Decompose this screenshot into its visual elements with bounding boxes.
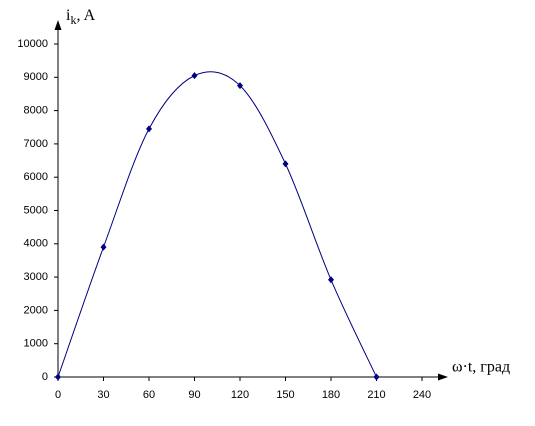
y-tick-label: 1000 bbox=[24, 338, 48, 350]
x-tick-label: 150 bbox=[276, 389, 294, 401]
x-tick-label: 210 bbox=[367, 389, 385, 401]
point bbox=[191, 72, 198, 80]
point bbox=[282, 160, 289, 168]
y-tick-label: 2000 bbox=[24, 304, 48, 316]
y-tick-label: 5000 bbox=[24, 204, 48, 216]
y-tick-label: 4000 bbox=[24, 238, 48, 250]
y-tick-label: 3000 bbox=[24, 271, 48, 283]
point bbox=[55, 373, 61, 381]
point bbox=[237, 82, 243, 90]
x-axis-label: ω·t, град bbox=[452, 359, 510, 376]
y-tick-label: 7000 bbox=[24, 138, 48, 150]
y-label-base: i bbox=[66, 7, 71, 24]
x-tick-label: 120 bbox=[231, 389, 249, 401]
point bbox=[328, 276, 334, 284]
x-tick-label: 240 bbox=[413, 389, 431, 401]
y-tick-label: 6000 bbox=[24, 171, 48, 183]
y-tick-label: 9000 bbox=[24, 71, 48, 83]
y-label-suffix: , A bbox=[76, 7, 95, 24]
y-axis-arrow bbox=[54, 20, 62, 30]
point bbox=[100, 243, 107, 251]
point bbox=[146, 125, 152, 133]
x-tick-label: 0 bbox=[55, 389, 61, 401]
y-label-subscript: k bbox=[70, 13, 76, 27]
y-tick-label: 8000 bbox=[24, 105, 48, 117]
line bbox=[57, 71, 377, 378]
x-tick-label: 30 bbox=[97, 389, 109, 401]
point bbox=[373, 373, 380, 381]
x-tick-label: 60 bbox=[143, 389, 155, 401]
x-tick-label: 90 bbox=[188, 389, 200, 401]
x-axis-arrow bbox=[438, 373, 448, 381]
x-tick-label: 180 bbox=[322, 389, 340, 401]
y-tick-label: 10000 bbox=[17, 38, 48, 50]
y-tick-label: 0 bbox=[42, 371, 48, 383]
y-axis-label: ik, A bbox=[66, 7, 96, 27]
